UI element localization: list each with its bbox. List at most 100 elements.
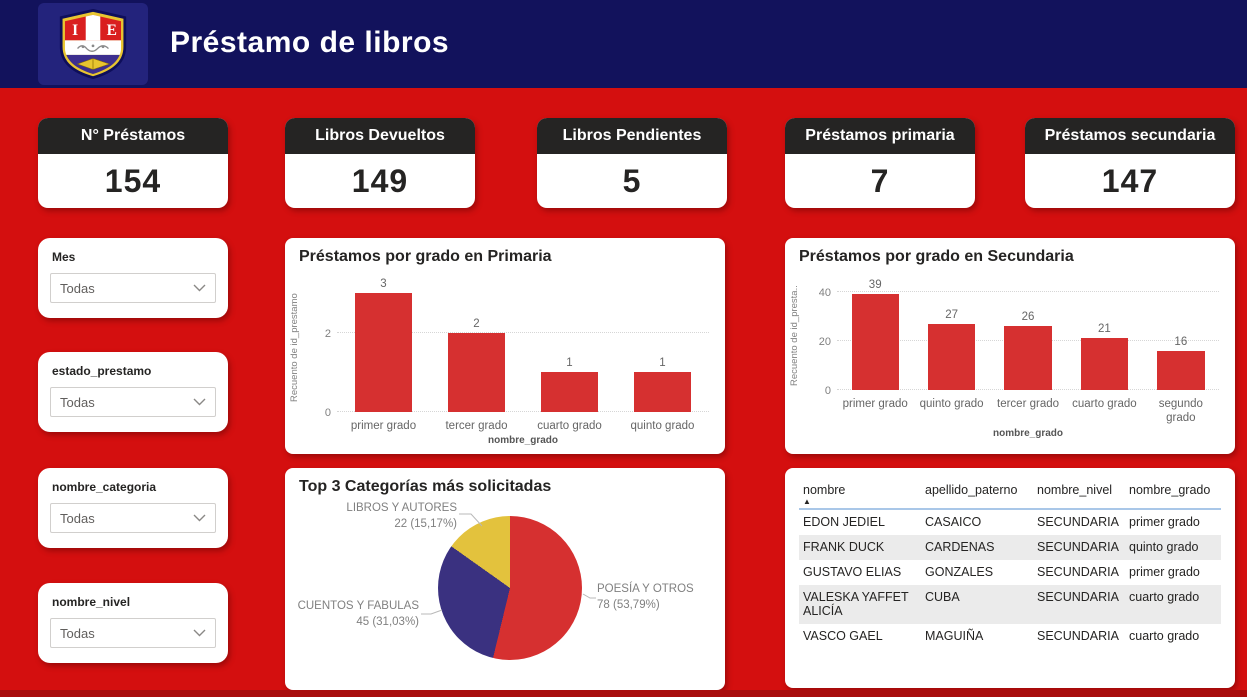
bar-value-label: 39 — [868, 279, 882, 292]
table-cell: CARDENAS — [925, 540, 995, 554]
kpi-card-prestamos: N° Préstamos 154 — [38, 118, 228, 208]
bar-slot: 27 — [913, 282, 989, 390]
plot-area: Recuento de id_prestamo 0 2 3 2 1 1 — [289, 278, 709, 419]
pie-slice-value: 45 (31,03%) — [356, 615, 419, 628]
bars-container: 39 27 26 21 16 — [837, 279, 1219, 390]
bar-slot: 1 — [616, 283, 709, 412]
x-axis-title: nombre_grado — [992, 427, 1063, 439]
bar-tercer-grado[interactable] — [1004, 326, 1052, 390]
x-category-label: primer grado — [350, 420, 417, 432]
column-header-label: nombre — [803, 483, 846, 497]
column-header-apellido_paterno[interactable]: apellido_paterno — [921, 480, 1033, 510]
bar-value-label: 1 — [566, 357, 573, 370]
y-axis-title: Recuento de id_presta.. — [789, 285, 800, 387]
kpi-label: Préstamos primaria — [785, 118, 975, 154]
bar-quinto-grado[interactable] — [927, 323, 976, 390]
bar-value-label: 16 — [1174, 335, 1188, 348]
table-row[interactable]: EDON JEDIEL CASAICO SECUNDARIA primer grado — [799, 509, 1221, 535]
bar-slot: 16 — [1143, 282, 1219, 390]
bar-quinto-grado[interactable] — [633, 372, 692, 412]
column-header-nombre_nivel[interactable]: nombre_nivel — [1033, 480, 1125, 510]
table-row[interactable]: VALESKA YAFFET ALICÍA CUBA SECUNDARIA cuart… — [799, 585, 1221, 624]
nombre-categoria-dropdown[interactable]: Todas — [50, 503, 216, 533]
table-cell: VASCO GAEL — [803, 629, 883, 643]
nombre-nivel-dropdown[interactable]: Todas — [50, 618, 216, 648]
mes-dropdown[interactable]: Todas — [50, 273, 216, 303]
bar-value-label: 21 — [1098, 323, 1111, 336]
table-cell: VALESKA YAFFET ALICÍA — [803, 590, 909, 618]
chevron-down-icon — [193, 514, 206, 522]
bottom-edge-strip — [0, 690, 1247, 697]
table-row[interactable]: GUSTAVO ELIAS GONZALES SECUNDARIA primer gr… — [799, 560, 1221, 585]
gridline — [337, 331, 709, 333]
school-shield-icon: I E — [59, 8, 127, 80]
x-category-label: tercer grado — [445, 420, 508, 432]
bar-value-label: 27 — [945, 308, 958, 321]
x-axis-title: nombre_grado — [487, 435, 558, 447]
gridline — [837, 290, 1219, 292]
bar-primer-grado[interactable] — [354, 292, 413, 412]
x-category-label: cuarto grado — [1072, 398, 1137, 410]
kpi-value: 149 — [351, 162, 409, 199]
column-header-label: nombre_nivel — [1037, 483, 1113, 497]
y-tick-label: 2 — [324, 327, 331, 340]
estado-prestamo-dropdown[interactable]: Todas — [50, 387, 216, 417]
chart-title: Préstamos por grado en Primaria — [299, 248, 552, 265]
table-cell: SECUNDARIA — [1037, 515, 1119, 529]
bar-slot: 21 — [1066, 282, 1142, 390]
table-cell: EDON JEDIEL — [803, 515, 885, 529]
bar-cuarto-grado[interactable] — [540, 372, 599, 412]
table-cell: CUBA — [925, 590, 960, 604]
column-header-nombre_grado[interactable]: nombre_grado — [1125, 480, 1221, 510]
chart-title: Top 3 Categorías más solicitadas — [299, 478, 552, 495]
bar-chart-primaria: Recuento de id_prestamo 0 2 3 2 1 1 primer gr… — [289, 278, 709, 447]
svg-text:I: I — [72, 22, 78, 39]
bar-slot: 3 — [337, 278, 430, 412]
x-category-label: quinto grado — [630, 420, 695, 432]
table-row[interactable]: FRANK DUCK CARDENAS SECUNDARIA quinto grado — [799, 535, 1221, 560]
x-category-label: cuarto grado — [537, 420, 602, 432]
table-cell: quinto grado — [1129, 540, 1199, 554]
x-category-label: primer grado — [842, 398, 908, 410]
column-header-nombre[interactable]: nombre ▲ — [799, 480, 921, 510]
dropdown-value: Todas — [60, 394, 95, 410]
bar-value-label: 3 — [380, 277, 387, 290]
kpi-label: Libros Pendientes — [537, 118, 727, 154]
filter-label: nombre_categoria — [52, 480, 157, 494]
dropdown-value: Todas — [60, 510, 95, 526]
svg-text:E: E — [107, 22, 117, 39]
sort-ascending-icon: ▲ — [803, 497, 811, 506]
table-cell: MAGUIÑA — [925, 629, 984, 643]
pie-slice-name: LIBROS Y AUTORES — [346, 502, 457, 514]
bar-segundo-grado[interactable] — [1157, 350, 1205, 390]
y-tick-label: 0 — [324, 407, 331, 419]
filter-card-nombre-categoria: nombre_categoria Todas — [38, 468, 228, 548]
pie-label-libros: LIBROS Y AUTORES 22 (15,17%) — [346, 501, 457, 532]
pie-slice-value: 78 (53,79%) — [597, 598, 660, 611]
secundaria-bar-chart-card: Préstamos por grado en Secundaria Recuen… — [785, 238, 1235, 454]
chevron-down-icon — [193, 629, 206, 637]
dropdown-value: Todas — [60, 625, 95, 641]
pie-slice-name: POESÍA Y OTROS — [597, 583, 694, 595]
loans-table: nombre ▲ apellido_paterno nombre_nivel nombr… — [799, 480, 1221, 678]
table-cell: primer grado — [1129, 515, 1200, 529]
kpi-label: Préstamos secundaria — [1025, 118, 1235, 154]
bar-tercer-grado[interactable] — [447, 332, 506, 412]
dropdown-value: Todas — [60, 280, 95, 296]
table-row[interactable]: VASCO GAEL MAGUIÑA SECUNDARIA cuarto grado — [799, 624, 1221, 649]
kpi-label: Libros Devueltos — [285, 118, 475, 154]
x-axis-labels: primer grado tercer grado cuarto grado quin… — [337, 419, 709, 433]
pie-chart-card: Top 3 Categorías más solicitadas POESÍA … — [285, 468, 725, 690]
filter-card-estado-prestamo: estado_prestamo Todas — [38, 352, 228, 432]
chevron-down-icon — [193, 284, 206, 292]
table-cell: GUSTAVO ELIAS — [803, 565, 902, 579]
bar-cuarto-grado[interactable] — [1080, 338, 1129, 390]
x-category-label: segundo grado — [1158, 398, 1203, 425]
bar-slot: 26 — [990, 282, 1066, 390]
table-cell: GONZALES — [925, 565, 994, 579]
column-header-label: nombre_grado — [1129, 483, 1211, 497]
bar-primer-grado[interactable] — [851, 294, 899, 390]
filter-label: Mes — [52, 250, 76, 264]
pie-chart[interactable] — [438, 516, 582, 660]
